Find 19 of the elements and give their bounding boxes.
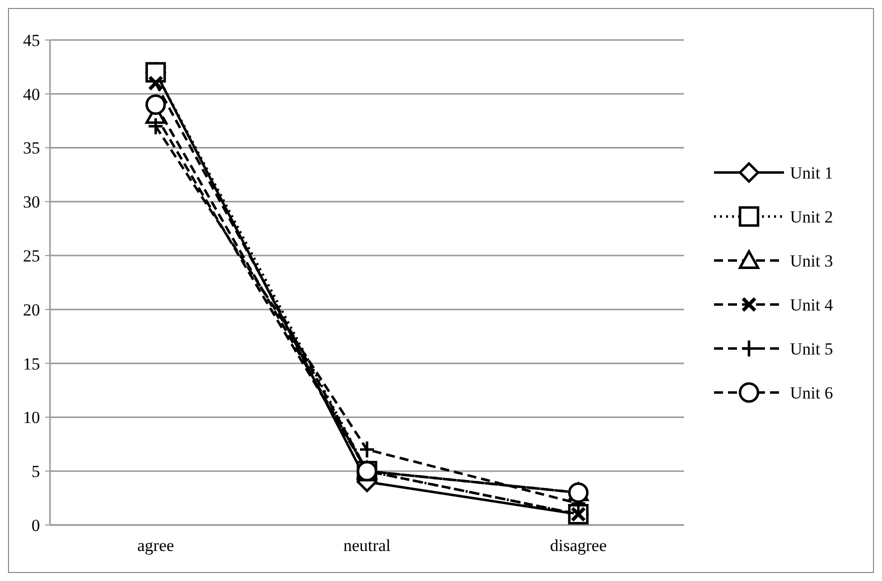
y-tick-label: 10	[23, 408, 40, 428]
y-tick-label: 20	[23, 300, 40, 320]
y-tick-label: 0	[32, 516, 40, 535]
legend-label: Unit 6	[790, 383, 833, 402]
legend-label: Unit 5	[790, 339, 833, 358]
legend-label: Unit 3	[790, 251, 833, 270]
y-tick-label: 5	[32, 462, 40, 482]
legend-label: Unit 1	[790, 163, 833, 182]
y-tick-label: 45	[23, 30, 40, 50]
y-tick-label: 40	[23, 84, 40, 104]
x-tick-label: agree	[137, 536, 174, 555]
y-tick-label: 30	[23, 192, 40, 212]
y-tick-label: 15	[23, 354, 40, 374]
x-tick-label: disagree	[550, 536, 607, 555]
legend-label: Unit 4	[790, 295, 834, 314]
x-tick-label: neutral	[343, 536, 391, 555]
legend-label: Unit 2	[790, 207, 833, 226]
y-tick-label: 35	[23, 138, 40, 158]
y-tick-label: 25	[23, 246, 40, 266]
